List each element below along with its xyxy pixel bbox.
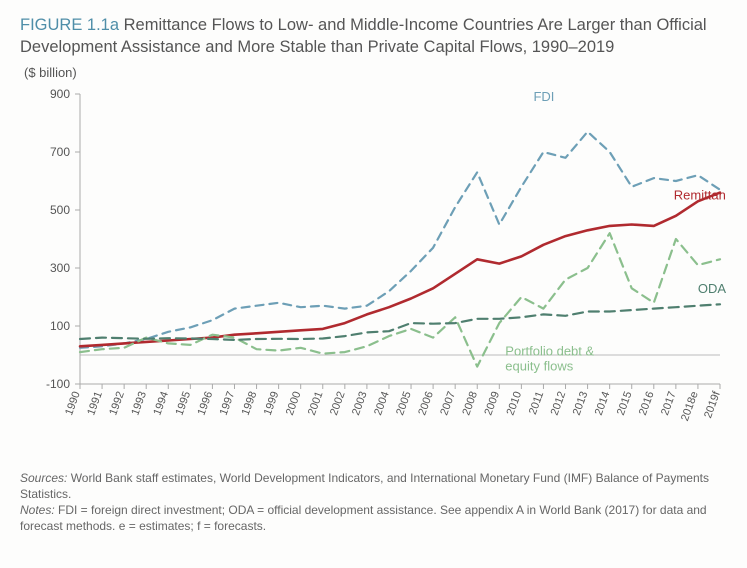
x-tick-label: 2009 xyxy=(482,389,502,416)
chart-svg: -100100300500700900199019911992199319941… xyxy=(20,84,726,464)
y-tick-label: 300 xyxy=(50,261,70,275)
series-label-oda: ODA xyxy=(698,281,726,296)
y-tick-label: 700 xyxy=(50,145,70,159)
series-fdi xyxy=(80,131,720,347)
series-label-fdi: FDI xyxy=(533,89,554,104)
x-tick-label: 1995 xyxy=(174,389,194,416)
x-tick-label: 2011 xyxy=(527,389,546,415)
x-tick-label: 1992 xyxy=(107,389,127,416)
figure-title: FIGURE 1.1a Remittance Flows to Low- and… xyxy=(20,14,727,59)
sources-text: World Bank staff estimates, World Develo… xyxy=(20,471,709,501)
series-label-portfolio: Portfolio debt & xyxy=(505,343,594,358)
x-tick-label: 1994 xyxy=(151,389,171,416)
series-label-portfolio-2: equity flows xyxy=(505,358,573,373)
x-tick-label: 2017 xyxy=(659,389,679,416)
x-tick-label: 1990 xyxy=(63,389,83,416)
sources-line: Sources: World Bank staff estimates, Wor… xyxy=(20,470,727,502)
x-tick-label: 2014 xyxy=(593,389,613,416)
x-tick-label: 1991 xyxy=(85,389,105,416)
notes-label: Notes: xyxy=(20,503,55,517)
x-tick-label: 2003 xyxy=(350,389,370,416)
y-axis-title: ($ billion) xyxy=(24,65,727,80)
y-tick-label: 900 xyxy=(50,87,70,101)
x-tick-label: 1997 xyxy=(218,389,238,416)
sources-label: Sources: xyxy=(20,471,67,485)
y-tick-label: 100 xyxy=(50,319,70,333)
x-tick-label: 1996 xyxy=(196,389,216,416)
x-tick-label: 1999 xyxy=(262,389,282,416)
x-tick-label: 2010 xyxy=(505,389,525,416)
x-tick-label: 2004 xyxy=(372,389,392,416)
x-tick-label: 2016 xyxy=(637,389,657,416)
x-tick-label: 2019f xyxy=(702,389,723,420)
y-tick-label: -100 xyxy=(46,377,70,391)
x-tick-label: 2005 xyxy=(394,389,414,416)
x-tick-label: 2018e xyxy=(679,389,701,422)
x-tick-label: 2007 xyxy=(438,389,458,416)
series-label-remittances: Remittances xyxy=(674,187,726,202)
x-tick-label: 2015 xyxy=(615,389,635,416)
notes-text: FDI = foreign direct investment; ODA = o… xyxy=(20,503,707,533)
x-tick-label: 1998 xyxy=(240,389,260,416)
figure-title-text: Remittance Flows to Low- and Middle-Inco… xyxy=(20,16,707,56)
footnotes: Sources: World Bank staff estimates, Wor… xyxy=(20,470,727,535)
x-tick-label: 2006 xyxy=(416,389,436,416)
figure-page: { "figure": { "label": "FIGURE 1.1a", "t… xyxy=(0,0,747,568)
series-portfolio xyxy=(80,233,720,366)
x-tick-label: 2008 xyxy=(460,389,480,416)
series-remittances xyxy=(80,192,720,346)
notes-line: Notes: FDI = foreign direct investment; … xyxy=(20,502,727,534)
x-tick-label: 2001 xyxy=(306,389,326,416)
figure-label: FIGURE 1.1a xyxy=(20,16,119,34)
y-tick-label: 500 xyxy=(50,203,70,217)
series-oda xyxy=(80,304,720,340)
line-chart: -100100300500700900199019911992199319941… xyxy=(20,84,726,464)
x-tick-label: 2000 xyxy=(284,389,304,416)
x-tick-label: 2012 xyxy=(549,389,569,416)
x-tick-label: 2002 xyxy=(328,389,348,416)
x-tick-label: 1993 xyxy=(129,389,149,416)
x-tick-label: 2013 xyxy=(571,389,591,416)
